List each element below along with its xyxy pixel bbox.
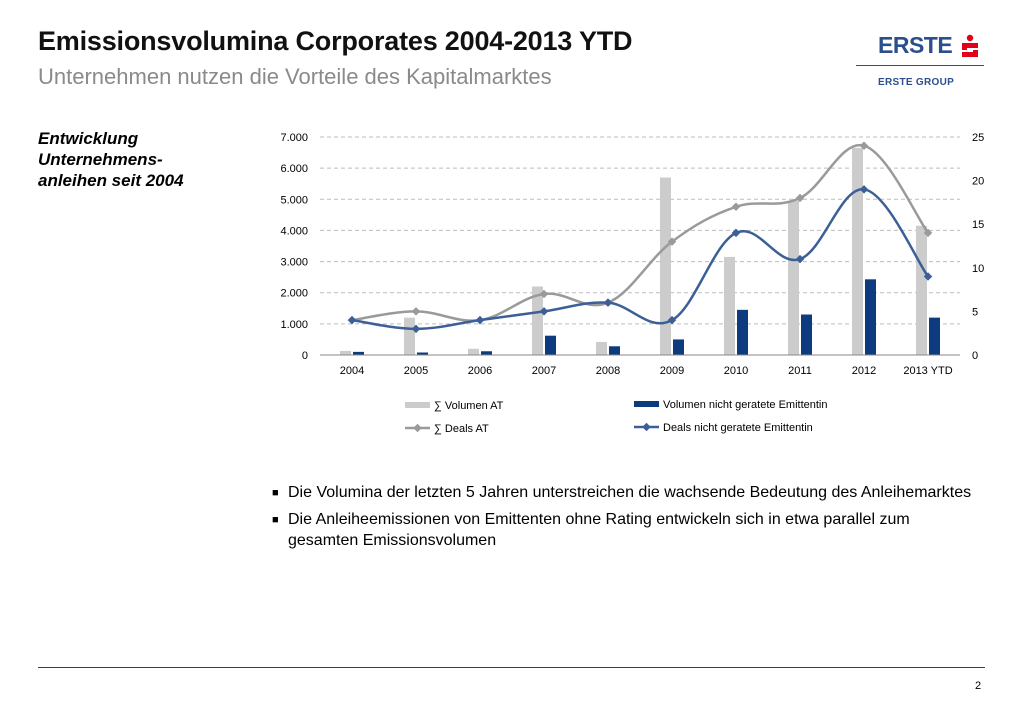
line-marker bbox=[347, 315, 357, 325]
x-tick-label: 2005 bbox=[404, 365, 428, 377]
logo-group-text: ERSTE GROUP bbox=[878, 77, 955, 88]
line-marker bbox=[411, 324, 421, 334]
chart-lines bbox=[347, 141, 933, 334]
bar-volumen-nicht-geratet bbox=[609, 346, 620, 355]
right-tick-label: 15 bbox=[972, 219, 984, 231]
bar-volumen-nicht-geratet bbox=[353, 351, 364, 355]
square-bullet-icon: ■ bbox=[272, 514, 279, 526]
right-tick-label: 20 bbox=[972, 176, 984, 188]
left-tick-label: 4.000 bbox=[280, 225, 308, 237]
right-axis-ticks: 0 5 10 15 20 25 bbox=[972, 132, 984, 362]
bar-volumen-nicht-geratet bbox=[737, 309, 748, 355]
page-number: 2 bbox=[975, 680, 982, 692]
footer-divider bbox=[38, 667, 985, 668]
bullet-text: Die Anleiheemissionen von Emittenten ohn… bbox=[288, 511, 910, 549]
bar-volumen-at bbox=[788, 200, 799, 355]
bar-volumen-at bbox=[468, 348, 479, 355]
chart-legend: ∑ Volumen AT ∑ Deals AT Volumen nicht gera… bbox=[405, 399, 827, 435]
bar-volumen-nicht-geratet bbox=[865, 279, 876, 355]
bullet-item: ■ Die Volumina der letzten 5 Jahren unter… bbox=[272, 482, 972, 503]
bar-volumen-at bbox=[404, 317, 415, 355]
line-marker bbox=[667, 315, 677, 325]
legend-label: Volumen nicht geratete Emittentin bbox=[663, 399, 827, 411]
left-tick-label: 3.000 bbox=[280, 257, 308, 269]
chart-bars bbox=[340, 147, 940, 355]
left-tick-label: 0 bbox=[302, 350, 308, 362]
bullet-list: ■ Die Volumina der letzten 5 Jahren unter… bbox=[272, 482, 972, 557]
line-marker bbox=[475, 315, 485, 325]
chart-caption: Entwicklung Unternehmens-anleihen seit 2… bbox=[38, 129, 184, 190]
legend-label: ∑ Volumen AT bbox=[434, 400, 504, 412]
bar-volumen-at bbox=[340, 350, 351, 355]
x-tick-label: 2007 bbox=[532, 365, 556, 377]
x-tick-label: 2013 YTD bbox=[903, 365, 952, 377]
legend-swatch bbox=[634, 401, 659, 407]
page-title: Emissionsvolumina Corporates 2004-2013 Y… bbox=[38, 26, 633, 56]
bar-volumen-at bbox=[724, 256, 735, 355]
left-axis-ticks: 0 1.000 2.000 3.000 4.000 5.000 6.000 7.000 bbox=[280, 132, 308, 362]
bar-volumen-nicht-geratet bbox=[801, 314, 812, 355]
page-subtitle: Unternehmen nutzen die Vorteile des Kapi… bbox=[38, 64, 552, 89]
logo-wordmark: ERSTE bbox=[878, 32, 953, 58]
bar-volumen-nicht-geratet bbox=[545, 335, 556, 355]
square-bullet-icon: ■ bbox=[272, 487, 279, 499]
x-tick-label: 2011 bbox=[788, 365, 812, 377]
bar-volumen-at bbox=[852, 147, 863, 355]
left-tick-label: 5.000 bbox=[280, 194, 308, 206]
right-tick-label: 10 bbox=[972, 263, 984, 275]
legend-label: Deals nicht geratete Emittentin bbox=[663, 422, 813, 434]
line-deals-nicht-geratet bbox=[351, 188, 930, 331]
right-tick-label: 25 bbox=[972, 132, 984, 144]
emission-chart: 0 1.000 2.000 3.000 4.000 5.000 6.000 7.000 0 5 1… bbox=[280, 132, 984, 435]
line-marker bbox=[411, 307, 421, 316]
bar-volumen-at bbox=[916, 225, 927, 355]
x-tick-label: 2006 bbox=[468, 365, 492, 377]
bar-volumen-at bbox=[596, 341, 607, 355]
bar-volumen-nicht-geratet bbox=[673, 339, 684, 355]
line-deals-at bbox=[351, 144, 930, 322]
chart-grid bbox=[320, 136, 960, 325]
x-tick-label: 2010 bbox=[724, 365, 748, 377]
left-tick-label: 2.000 bbox=[280, 288, 308, 300]
left-tick-label: 1.000 bbox=[280, 319, 308, 331]
line-marker bbox=[539, 307, 549, 316]
sparkasse-s-icon bbox=[962, 34, 978, 57]
legend-marker bbox=[642, 422, 651, 432]
bar-volumen-nicht-geratet bbox=[417, 352, 428, 355]
line-marker bbox=[731, 202, 741, 212]
legend-label: ∑ Deals AT bbox=[434, 423, 489, 435]
bar-volumen-at bbox=[660, 177, 671, 355]
left-tick-label: 7.000 bbox=[280, 132, 308, 144]
erste-logo: ERSTE ERSTE GROUP bbox=[856, 30, 984, 92]
x-axis-labels: 2004 2005 2006 2007 2008 2009 2010 2011 2012 2013… bbox=[340, 365, 953, 377]
left-tick-label: 6.000 bbox=[280, 163, 308, 175]
bar-volumen-at bbox=[532, 286, 543, 355]
x-tick-label: 2008 bbox=[596, 365, 620, 377]
x-tick-label: 2012 bbox=[852, 365, 876, 377]
right-tick-label: 5 bbox=[972, 306, 978, 318]
line-marker bbox=[603, 298, 613, 307]
legend-swatch bbox=[405, 402, 430, 408]
legend-marker bbox=[413, 423, 422, 433]
bar-volumen-nicht-geratet bbox=[929, 317, 940, 355]
bullet-text: Die Volumina der letzten 5 Jahren unters… bbox=[288, 484, 972, 501]
bullet-item: ■ Die Anleiheemissionen von Emittenten oh… bbox=[272, 509, 972, 551]
x-tick-label: 2009 bbox=[660, 365, 684, 377]
logo-divider bbox=[856, 65, 984, 66]
right-tick-label: 0 bbox=[972, 350, 978, 362]
x-tick-label: 2004 bbox=[340, 365, 364, 377]
bar-volumen-nicht-geratet bbox=[481, 351, 492, 355]
